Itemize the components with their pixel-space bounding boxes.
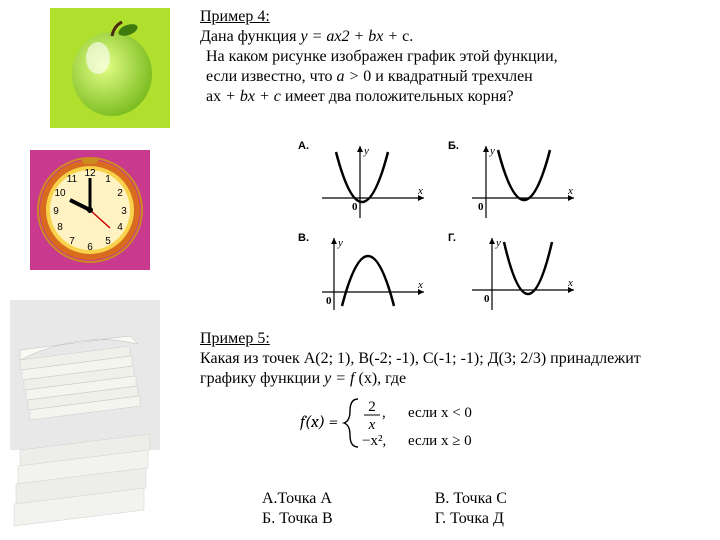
piecewise-formula: f(x) = 2 x , если x < 0 −x², если x ≥ 0	[300, 395, 560, 451]
paper-stack-icon	[10, 300, 160, 530]
svg-text:7: 7	[69, 236, 75, 247]
ex4-l3c: 0 и квадратный трехчлен	[359, 68, 532, 85]
svg-text:f(x) =: f(x) =	[300, 413, 338, 432]
label-g: Г.	[448, 232, 456, 244]
ex4-l3a: если известно, что	[206, 68, 336, 85]
answer-a: А.Точка А	[262, 490, 363, 508]
ex5-l2b: y = f	[324, 370, 354, 387]
tile-paper	[10, 300, 160, 530]
apple-icon	[50, 8, 170, 128]
ex4-l1b: y = ax2 + bx +	[300, 28, 398, 45]
svg-text:0: 0	[352, 201, 358, 213]
ex4-l4b: + bx + c	[225, 88, 285, 105]
svg-text:10: 10	[54, 188, 66, 199]
svg-text:если x < 0: если x < 0	[408, 405, 472, 421]
label-a: А.	[298, 140, 309, 152]
svg-text:y: y	[337, 237, 343, 249]
ex4-l2: На каком рисунке изображен график этой ф…	[200, 48, 712, 66]
example4-block: Пример 4: Дана функция y = ax2 + bx + c.…	[200, 8, 712, 108]
answer-d: Г. Точка Д	[365, 510, 537, 528]
svg-text:0: 0	[478, 201, 484, 213]
chart-a: 0 x y	[312, 142, 432, 222]
example4-title: Пример 4:	[200, 8, 270, 25]
clock-icon: 12 3 6 9 1 2 4 5 7 8 10 11	[30, 150, 150, 270]
svg-text:−x²,: −x²,	[362, 433, 386, 449]
svg-text:x: x	[417, 279, 423, 291]
svg-text:12: 12	[84, 168, 96, 179]
ex5-l2c: (x), где	[354, 370, 406, 387]
chart-v: 0 x y	[312, 234, 432, 314]
label-b: Б.	[448, 140, 459, 152]
chart-b: 0 x y	[462, 142, 582, 222]
answer-b: Б. Точка В	[262, 510, 363, 528]
svg-text:x: x	[417, 185, 423, 197]
parabola-grid: А. 0 x y Б. 0 x y	[298, 140, 578, 320]
svg-text:5: 5	[105, 236, 111, 247]
ex5-l1: Какая из точек А(2; 1), В(-2; -1), С(-1;…	[200, 350, 712, 368]
chart-g: 0 x y	[462, 234, 582, 314]
svg-text:x: x	[567, 185, 573, 197]
svg-text:0: 0	[484, 293, 490, 305]
svg-text:9: 9	[53, 206, 59, 217]
ex4-l1a: Дана функция	[200, 28, 300, 45]
ex4-l4a: ax	[206, 88, 225, 105]
ex4-l3b: а >	[336, 68, 359, 85]
svg-text:3: 3	[121, 206, 127, 217]
label-v: В.	[298, 232, 309, 244]
ex4-l4c: имеет два положительных корня?	[285, 88, 514, 105]
example5-block: Пример 5: Какая из точек А(2; 1), В(-2; …	[200, 330, 712, 390]
svg-text:x: x	[368, 417, 376, 433]
svg-text:2: 2	[368, 399, 376, 415]
svg-text:,: ,	[382, 405, 386, 421]
example5-title: Пример 5:	[200, 330, 270, 347]
svg-text:x: x	[567, 277, 573, 289]
svg-text:8: 8	[57, 222, 63, 233]
svg-text:если x ≥ 0: если x ≥ 0	[408, 433, 472, 449]
svg-text:0: 0	[326, 295, 332, 307]
svg-text:2: 2	[117, 188, 123, 199]
tile-clock: 12 3 6 9 1 2 4 5 7 8 10 11	[30, 150, 150, 270]
ex5-l2a: графику функции	[200, 370, 324, 387]
svg-text:4: 4	[117, 222, 123, 233]
svg-text:6: 6	[87, 242, 93, 253]
left-column: 12 3 6 9 1 2 4 5 7 8 10 11	[0, 0, 190, 540]
answer-c: В. Точка С	[365, 490, 537, 508]
ex4-l1c: c.	[398, 28, 413, 45]
tile-apple	[50, 8, 170, 128]
svg-text:y: y	[363, 145, 369, 157]
svg-text:y: y	[489, 145, 495, 157]
svg-text:11: 11	[67, 174, 78, 185]
svg-text:y: y	[495, 237, 501, 249]
page: 12 3 6 9 1 2 4 5 7 8 10 11	[0, 0, 720, 540]
svg-text:1: 1	[105, 174, 111, 185]
answer-options: А.Точка А В. Точка С Б. Точка В Г. Точка…	[260, 488, 620, 530]
